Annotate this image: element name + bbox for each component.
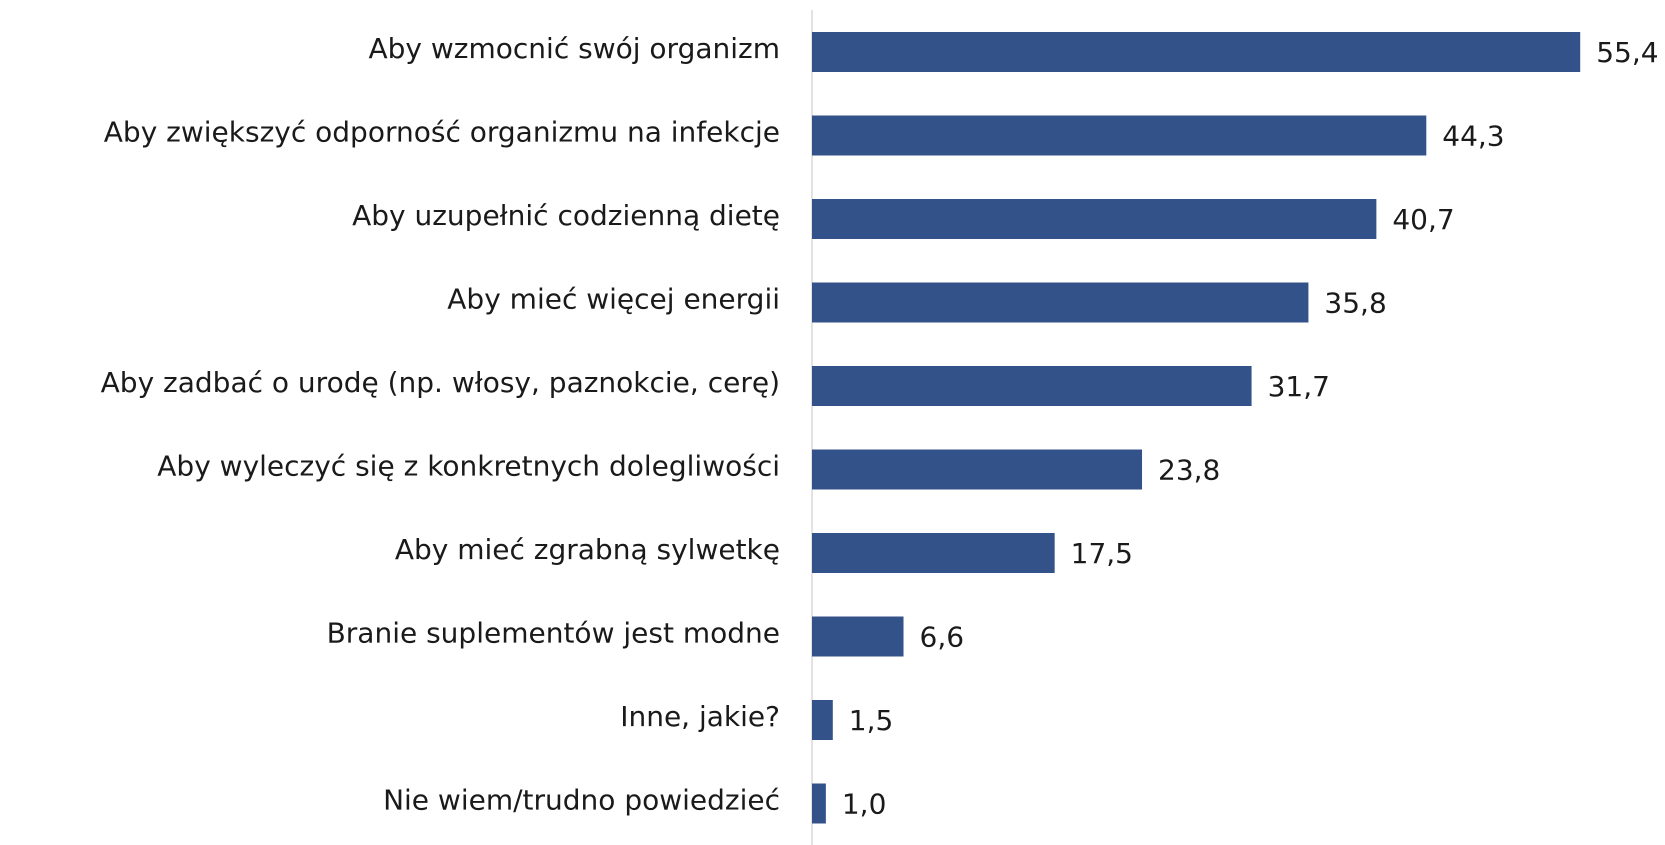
value-label: 55,4	[1596, 36, 1658, 69]
value-label: 35,8	[1324, 287, 1386, 320]
value-label: 17,5	[1071, 537, 1133, 570]
bar	[812, 32, 1581, 72]
value-label: 6,6	[920, 621, 965, 654]
bar	[812, 700, 833, 740]
category-label: Aby zwiększyć odporność organizmu na inf…	[104, 116, 780, 149]
bar	[812, 366, 1252, 406]
value-label: 1,0	[842, 788, 887, 821]
bar	[812, 449, 1143, 490]
category-label: Aby mieć zgrabną sylwetkę	[395, 533, 780, 566]
bar	[812, 533, 1055, 573]
value-label: 31,7	[1268, 370, 1330, 403]
value-label: 1,5	[849, 704, 894, 737]
value-label: 23,8	[1158, 454, 1220, 487]
value-label: 40,7	[1392, 203, 1454, 236]
category-label: Aby mieć więcej energii	[447, 283, 780, 316]
category-label: Aby wyleczyć się z konkretnych dolegliwo…	[157, 450, 780, 483]
bar	[812, 783, 826, 824]
value-label: 44,3	[1442, 120, 1504, 153]
bar	[812, 616, 904, 657]
bar	[812, 282, 1309, 323]
category-label: Aby uzupełnić codzienną dietę	[352, 199, 780, 232]
category-label: Branie suplementów jest modne	[327, 617, 780, 650]
category-label: Inne, jakie?	[620, 700, 780, 733]
category-label: Aby zadbać o urodę (np. włosy, paznokcie…	[101, 366, 780, 399]
category-label: Nie wiem/trudno powiedzieć	[383, 784, 780, 817]
bar	[812, 115, 1427, 156]
bar	[812, 199, 1377, 239]
category-label: Aby wzmocnić swój organizm	[369, 32, 781, 65]
